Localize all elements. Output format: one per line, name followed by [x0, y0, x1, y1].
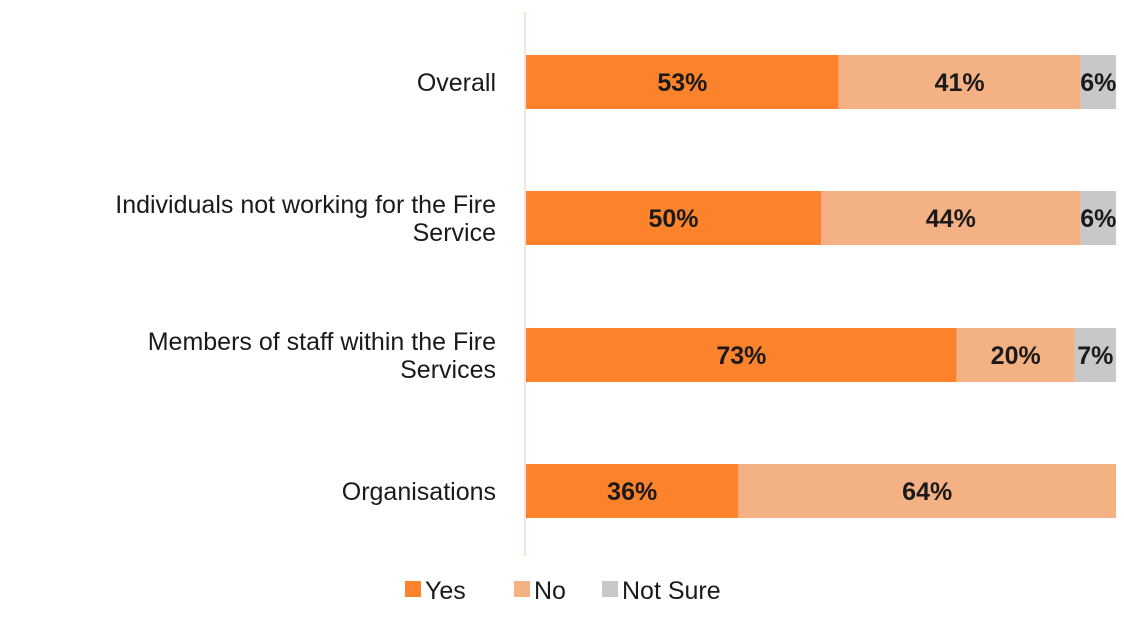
data-label-yes-3: 36%	[607, 478, 657, 506]
legend-swatch-no	[514, 581, 530, 597]
data-label-no-1: 44%	[926, 205, 976, 233]
data-label-not-sure-1: 6%	[1080, 205, 1116, 233]
category-label-1-line-1: Service	[413, 219, 496, 247]
data-label-no-0: 41%	[935, 69, 985, 97]
data-label-yes-1: 50%	[648, 205, 698, 233]
data-label-yes-2: 73%	[716, 342, 766, 370]
category-label-0-line-0: Overall	[417, 69, 496, 97]
category-label-3-line-0: Organisations	[342, 478, 496, 506]
bar-not-sure-1	[1080, 191, 1116, 245]
legend-label-not-sure: Not Sure	[622, 577, 721, 605]
bar-yes-0	[526, 55, 839, 109]
bars	[526, 55, 1116, 518]
category-label-2-line-0: Members of staff within the Fire	[148, 328, 496, 356]
bar-no-2	[956, 328, 1075, 382]
data-label-no-3: 64%	[902, 478, 952, 506]
legend-label-no: No	[534, 577, 566, 605]
bar-yes-2	[526, 328, 957, 382]
bar-yes-1	[526, 191, 821, 245]
legend-label-yes: Yes	[425, 577, 466, 605]
bar-no-0	[838, 55, 1081, 109]
data-label-not-sure-0: 6%	[1080, 69, 1116, 97]
category-labels: Overall Individuals not working for the F…	[115, 69, 496, 506]
bar-no-1	[821, 191, 1081, 245]
data-label-yes-0: 53%	[657, 69, 707, 97]
data-labels: 53% 41% 6% 50% 44% 6% 73% 20% 7% 36% 64%	[607, 69, 1116, 506]
data-label-not-sure-2: 7%	[1077, 342, 1113, 370]
category-label-2-line-1: Services	[400, 356, 496, 384]
legend-swatch-not-sure	[602, 581, 618, 597]
category-label-1-line-0: Individuals not working for the Fire	[115, 191, 496, 219]
legend: Yes No Not Sure	[405, 577, 721, 605]
data-label-no-2: 20%	[991, 342, 1041, 370]
bar-not-sure-0	[1080, 55, 1116, 109]
bar-yes-3	[526, 464, 739, 518]
legend-swatch-yes	[405, 581, 421, 597]
bar-not-sure-2	[1074, 328, 1116, 382]
bar-no-3	[738, 464, 1116, 518]
